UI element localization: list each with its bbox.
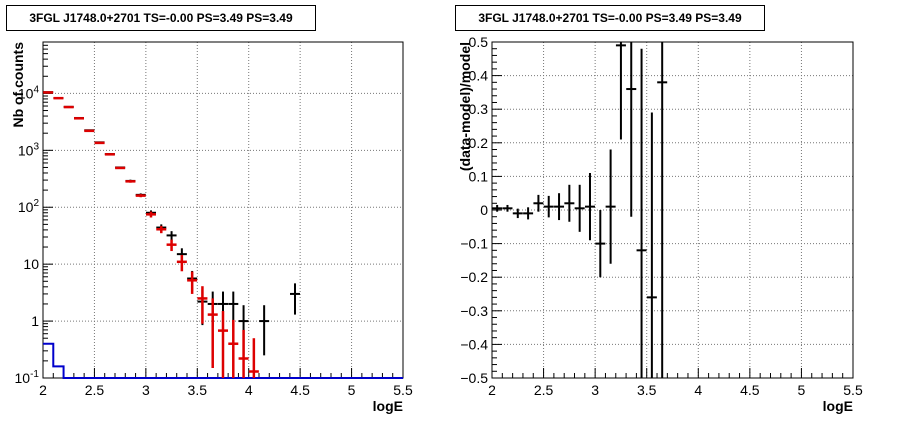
- x-tick-label: 4: [245, 382, 253, 398]
- x-tick-label: 3: [142, 382, 150, 398]
- y-tick-label: 10-1: [15, 369, 40, 386]
- y-tick-label: 104: [18, 84, 40, 101]
- y-tick-label: 0.5: [469, 34, 489, 50]
- y-tick-label: 0.2: [469, 135, 489, 151]
- y-tick-label: 0.3: [469, 101, 489, 117]
- y-tick-label: −0.4: [460, 336, 488, 352]
- right-chart-title: 3FGL J1748.0+2701 TS=-0.00 PS=3.49 PS=3.…: [455, 5, 765, 31]
- y-tick-label: 1: [31, 313, 39, 329]
- x-axis-label: logE: [373, 398, 403, 414]
- y-tick-label: 0.1: [469, 168, 489, 184]
- y-tick-label: 0.4: [469, 68, 489, 84]
- x-tick-label: 2: [39, 382, 47, 398]
- background-histogram: [43, 342, 403, 379]
- x-tick-label: 3.5: [637, 382, 657, 398]
- x-tick-label: 4.5: [290, 382, 310, 398]
- y-tick-label: −0.5: [460, 370, 488, 386]
- x-tick-label: 4: [694, 382, 702, 398]
- x-tick-label: 3: [591, 382, 599, 398]
- residuals-panel: 2 2.5 3 3.5 4 4.5 5 5.5 −0.5 −0.4 −0.3 −0.2 −0.1 0 0.1…: [457, 34, 863, 414]
- y-tick-label: 0: [480, 202, 488, 218]
- y-axis-label: (data-model)/model: [457, 42, 473, 171]
- counts-panel: 2 2.5 3 3.5 4 4.5 5 5.5 10-1 1 10 102 103 104 logE Nb o…: [10, 41, 413, 414]
- y-tick-label: −0.1: [460, 236, 488, 252]
- y-tick-label: −0.2: [460, 269, 488, 285]
- x-tick-label: 3.5: [188, 382, 208, 398]
- y-tick-label: 103: [18, 141, 40, 158]
- y-tick-label: −0.3: [460, 303, 488, 319]
- left-chart-title: 3FGL J1748.0+2701 TS=-0.00 PS=3.49 PS=3.…: [6, 5, 316, 31]
- x-axis-label: logE: [823, 398, 853, 414]
- x-tick-label: 2: [488, 382, 496, 398]
- x-tick-label: 5: [348, 382, 356, 398]
- x-tick-label: 2.5: [534, 382, 554, 398]
- x-tick-label: 2.5: [85, 382, 105, 398]
- x-tick-label: 5.5: [843, 382, 863, 398]
- x-tick-label: 5.5: [393, 382, 413, 398]
- y-tick-label: 10: [23, 256, 39, 272]
- x-tick-label: 5: [798, 382, 806, 398]
- y-axis-label: Nb of counts: [10, 42, 26, 128]
- y-tick-label: 102: [18, 198, 40, 215]
- x-tick-label: 4.5: [740, 382, 760, 398]
